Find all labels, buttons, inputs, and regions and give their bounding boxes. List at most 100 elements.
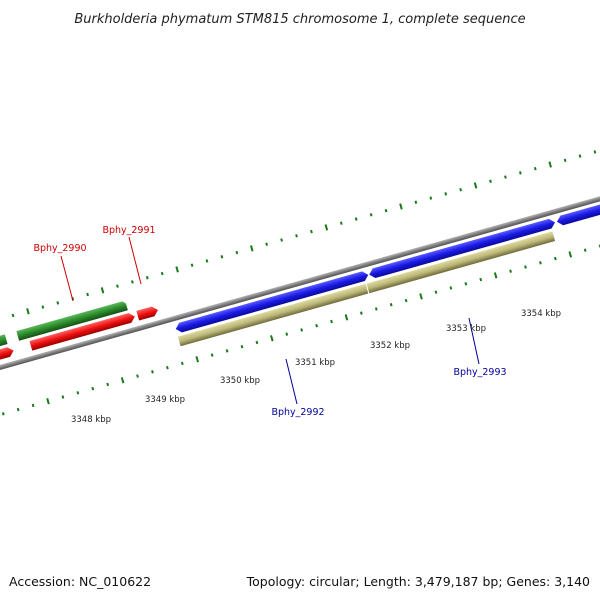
minor-tick [41,305,45,309]
gene-label-bphy-2993: Bphy_2993 [453,367,506,378]
cds-arrow-next [556,183,600,226]
scale-label: 3352 kbp [370,341,410,351]
minor-tick [255,340,259,345]
minor-tick [489,179,492,183]
gene-track-reverse [0,301,128,359]
minor-tick [524,265,527,269]
minor-tick [106,382,110,387]
major-tick [419,293,423,300]
minor-tick [389,303,393,307]
minor-tick [76,391,80,395]
minor-tick [598,244,600,248]
minor-tick [285,332,289,336]
gene-label-bphy-2992: Bphy_2992 [271,407,324,418]
minor-tick [354,217,358,221]
minor-tick [315,323,318,328]
cds-arrow-bphy-2993 [369,218,556,279]
gene-label-leaders [60,236,480,405]
minor-tick [583,248,587,252]
minor-tick [145,276,149,280]
scale-label: 3353 kbp [446,324,486,334]
minor-tick [449,286,453,290]
major-tick [548,161,552,168]
minor-tick [61,395,65,399]
minor-tick [240,344,244,349]
inner-tick-track [1,244,600,416]
map-title: Burkholderia phymatum STM815 chromosome … [74,12,525,27]
minor-tick [280,238,283,242]
minor-tick [553,256,557,261]
minor-tick [136,374,139,378]
minor-tick [116,284,119,288]
minor-tick [429,196,433,200]
minor-tick [539,261,542,265]
chromosome-backbone [0,186,600,381]
major-tick [175,266,179,273]
minor-tick [180,361,184,366]
minor-tick [295,234,298,238]
minor-tick [131,280,134,284]
minor-tick [374,307,378,311]
minor-tick [205,259,209,263]
minor-tick [91,386,95,391]
minor-tick [330,319,333,324]
minor-tick [369,213,373,217]
minor-tick [504,175,507,179]
major-tick [195,356,199,363]
major-tick [493,272,498,279]
major-tick [120,377,125,384]
scale-label: 3349 kbp [145,395,185,405]
minor-tick [459,187,463,192]
minor-tick [533,166,537,171]
minor-tick [11,313,15,318]
minor-tick [265,242,269,246]
minor-tick [310,229,313,234]
gene-track-forward [177,231,556,347]
minor-tick [509,269,512,273]
minor-tick [518,171,522,175]
minor-tick [56,301,60,305]
scale-labels: 3348 kbp 3349 kbp 3350 kbp 3351 kbp 3352… [71,309,561,425]
cds-arrow-bphy-2992 [175,271,369,333]
minor-tick [16,407,20,412]
minor-tick [225,349,229,353]
minor-tick [359,311,363,315]
major-tick [249,245,254,252]
cds-track-forward [175,183,600,333]
major-tick [46,398,50,405]
major-tick [473,182,478,189]
minor-tick [404,298,408,303]
major-tick [344,314,349,321]
minor-tick [151,370,154,374]
minor-tick [166,365,169,370]
cds-arrow-bphy-2990 [29,313,135,351]
major-tick [568,251,573,258]
minor-tick [563,158,567,163]
gene-label-bphy-2990: Bphy_2990 [33,243,86,254]
gene-bar-bphy-2992 [177,283,369,347]
minor-tick [444,192,448,196]
scale-label: 3354 kbp [521,309,561,319]
minor-tick [160,271,164,276]
minor-tick [414,200,418,204]
minor-tick [434,290,438,294]
major-tick [100,287,105,294]
minor-tick [339,221,343,225]
cds-arrow-bphy-2991 [136,306,158,321]
cds-track-reverse [0,306,158,372]
scale-label: 3351 kbp [295,358,335,368]
minor-tick [210,353,214,357]
scale-label: 3348 kbp [71,415,111,425]
minor-tick [235,250,239,255]
minor-tick [220,255,224,259]
gene-bar-bphy-2993 [366,231,556,294]
minor-tick [479,277,483,282]
minor-tick [593,150,597,154]
gene-bar-bphy-2990 [16,301,128,341]
minor-tick [578,154,582,158]
scale-label: 3350 kbp [220,376,260,386]
major-tick [324,224,329,231]
outer-tick-track [11,150,597,318]
minor-tick [86,292,89,297]
